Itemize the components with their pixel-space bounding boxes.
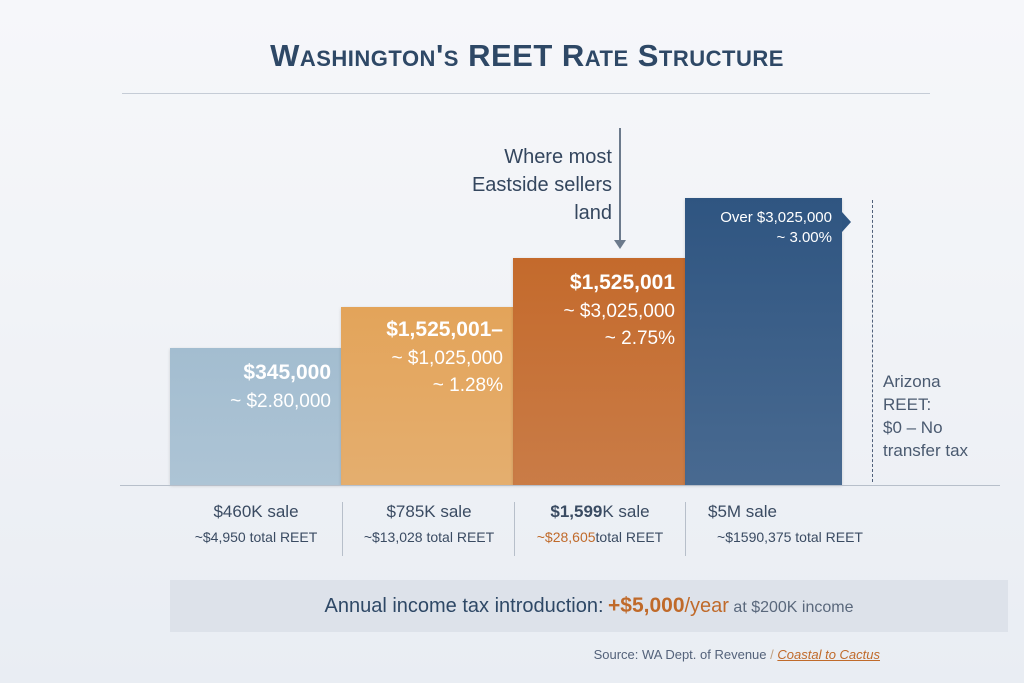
column-divider bbox=[514, 502, 515, 556]
example-2: $785K sale ~$13,028 total REET bbox=[343, 500, 515, 550]
income-label: Annual income tax introduction: bbox=[324, 595, 604, 617]
az-line-2: REET: bbox=[883, 395, 932, 414]
income-tax-banner: Annual income tax introduction: +$5,000/… bbox=[170, 580, 1008, 632]
bar-label-line: ~ 3.00% bbox=[776, 229, 832, 246]
example-sale: $785K sale bbox=[386, 502, 472, 521]
arrow-down-icon bbox=[614, 240, 626, 249]
brand-link[interactable]: Coastal to Cactus bbox=[777, 647, 880, 662]
example-reet: total REET bbox=[595, 529, 664, 545]
bar-label-line: $1,525,001– bbox=[386, 318, 503, 341]
example-sale: K sale bbox=[602, 502, 650, 521]
example-4: $5M sale ~$1590,375 total REET bbox=[700, 500, 880, 550]
bar-label-line: $1,525,001 bbox=[569, 271, 675, 294]
bar-label-line: ~ $2.80,000 bbox=[230, 391, 331, 412]
bar-label-line: ~ 2.75% bbox=[604, 328, 675, 349]
source-separator: / bbox=[770, 647, 774, 662]
example-reet-amount: ~$28,605 bbox=[536, 529, 596, 545]
baseline bbox=[120, 485, 1000, 486]
bar-notch bbox=[842, 212, 851, 232]
bar-label: $345,000 ~ $2.80,000 bbox=[230, 358, 331, 415]
bar-1: $345,000 ~ $2.80,000 bbox=[170, 348, 341, 485]
callout-line-2: Eastside sellers bbox=[471, 174, 612, 196]
column-divider bbox=[685, 502, 686, 556]
az-line-3: $0 – No bbox=[883, 418, 943, 437]
bar-2: $1,525,001– ~ $1,025,000 ~ 1.28% bbox=[341, 307, 513, 485]
bar-label-line: Over $3,025,000 bbox=[720, 209, 832, 226]
bar-4: Over $3,025,000 ~ 3.00% bbox=[685, 198, 851, 485]
example-sale: $5M sale bbox=[708, 502, 777, 521]
arizona-note: Arizona REET: $0 – No transfer tax bbox=[883, 370, 968, 462]
bar-label-line: ~ $1,025,000 bbox=[391, 348, 503, 369]
bar-label-line: ~ $3,025,000 bbox=[563, 301, 675, 322]
source-note: Source: WA Dept. of Revenue / Coastal to… bbox=[594, 647, 880, 662]
arizona-divider bbox=[872, 200, 873, 482]
example-sale-bold: $1,599 bbox=[550, 502, 603, 521]
income-unit: /year bbox=[684, 595, 729, 617]
bar-label-line: ~ 1.28% bbox=[432, 375, 503, 396]
income-suffix: at $200K income bbox=[733, 599, 854, 616]
az-line-1: Arizona bbox=[883, 372, 941, 391]
callout-line-1: Where most bbox=[504, 146, 612, 168]
column-divider bbox=[342, 502, 343, 556]
example-1: $460K sale ~$4,950 total REET bbox=[170, 500, 342, 550]
income-amount: +$5,000 bbox=[608, 594, 685, 617]
callout-label: Where most Eastside sellers land bbox=[472, 143, 612, 227]
example-reet: ~$4,950 total REET bbox=[194, 529, 318, 545]
bar-label: $1,525,001– ~ $1,025,000 ~ 1.28% bbox=[386, 315, 503, 399]
az-line-4: transfer tax bbox=[883, 441, 969, 460]
bar-3: $1,525,001 ~ $3,025,000 ~ 2.75% bbox=[513, 258, 685, 485]
source-text: Source: WA Dept. of Revenue bbox=[593, 647, 767, 662]
example-sale: $460K sale bbox=[213, 502, 299, 521]
callout-line-3: land bbox=[574, 202, 612, 224]
chart-title: Washington's REET Rate Structure bbox=[270, 38, 784, 73]
example-reet: ~$13,028 total REET bbox=[363, 529, 495, 545]
bar-label: Over $3,025,000 ~ 3.00% bbox=[720, 208, 832, 248]
callout-arrow-line bbox=[619, 128, 621, 243]
bar-label-line: $345,000 bbox=[243, 361, 331, 384]
example-reet: ~$1590,375 total REET bbox=[717, 529, 863, 545]
bar-label: $1,525,001 ~ $3,025,000 ~ 2.75% bbox=[564, 268, 675, 352]
title-divider bbox=[122, 93, 930, 94]
example-3: $1,599K sale ~$28,605total REET bbox=[514, 500, 686, 550]
